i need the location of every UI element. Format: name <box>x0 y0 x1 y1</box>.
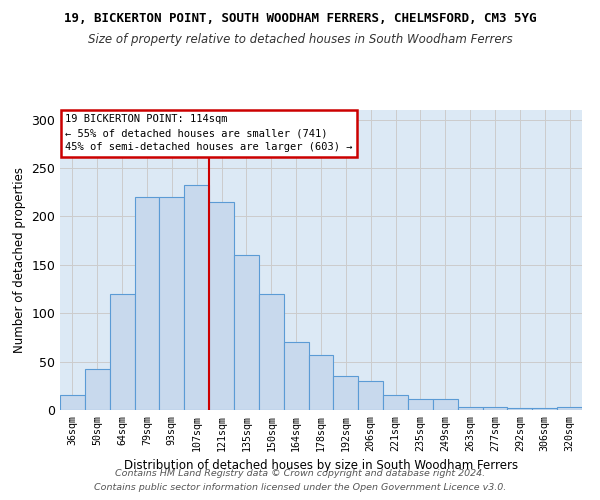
Bar <box>160 197 184 410</box>
Bar <box>60 396 85 410</box>
Bar <box>209 202 234 410</box>
Bar <box>458 407 482 410</box>
Bar <box>184 184 209 410</box>
Bar <box>408 400 433 410</box>
Bar <box>433 400 458 410</box>
Bar <box>234 255 259 410</box>
Bar <box>85 370 110 410</box>
Text: 19 BICKERTON POINT: 114sqm
← 55% of detached houses are smaller (741)
45% of sem: 19 BICKERTON POINT: 114sqm ← 55% of deta… <box>65 114 353 152</box>
Text: Contains HM Land Registry data © Crown copyright and database right 2024.: Contains HM Land Registry data © Crown c… <box>115 468 485 477</box>
Text: Size of property relative to detached houses in South Woodham Ferrers: Size of property relative to detached ho… <box>88 32 512 46</box>
Bar <box>508 408 532 410</box>
Bar <box>334 376 358 410</box>
Bar <box>134 197 160 410</box>
Bar <box>557 407 582 410</box>
Bar <box>532 408 557 410</box>
Bar <box>308 355 334 410</box>
Bar <box>110 294 134 410</box>
Y-axis label: Number of detached properties: Number of detached properties <box>13 167 26 353</box>
Bar <box>383 396 408 410</box>
Text: 19, BICKERTON POINT, SOUTH WOODHAM FERRERS, CHELMSFORD, CM3 5YG: 19, BICKERTON POINT, SOUTH WOODHAM FERRE… <box>64 12 536 26</box>
Bar <box>358 381 383 410</box>
Bar <box>482 407 508 410</box>
Bar <box>259 294 284 410</box>
Text: Contains public sector information licensed under the Open Government Licence v3: Contains public sector information licen… <box>94 484 506 492</box>
Bar <box>284 342 308 410</box>
X-axis label: Distribution of detached houses by size in South Woodham Ferrers: Distribution of detached houses by size … <box>124 459 518 472</box>
